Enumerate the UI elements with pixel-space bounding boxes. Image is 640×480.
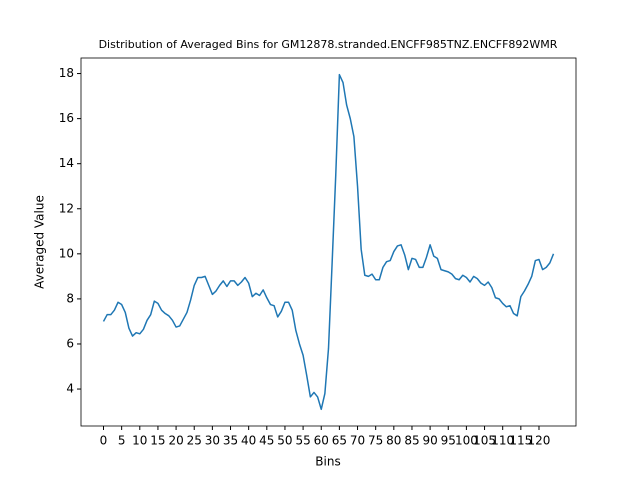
x-tick-label: 40	[241, 434, 256, 448]
x-tick-label: 110	[491, 434, 514, 448]
x-tick-label: 55	[295, 434, 310, 448]
x-tick-label: 60	[314, 434, 329, 448]
x-tick-label: 115	[509, 434, 532, 448]
y-tick-label: 10	[59, 246, 74, 260]
x-tick-label: 50	[277, 434, 292, 448]
x-tick-label: 105	[473, 434, 496, 448]
x-tick-label: 10	[132, 434, 147, 448]
x-tick-label: 65	[332, 434, 347, 448]
x-axis-label: Bins	[315, 455, 340, 469]
x-tick-label: 80	[386, 434, 401, 448]
x-tick-label: 45	[259, 434, 274, 448]
x-tick-label: 5	[118, 434, 126, 448]
x-tick-label: 120	[528, 434, 551, 448]
x-tick-label: 15	[150, 434, 165, 448]
y-tick-label: 12	[59, 201, 74, 215]
x-tick-label: 0	[100, 434, 108, 448]
x-tick-label: 25	[187, 434, 202, 448]
x-tick-label: 20	[168, 434, 183, 448]
y-tick-label: 4	[66, 382, 74, 396]
x-tick-label: 90	[422, 434, 437, 448]
y-tick-label: 16	[59, 111, 74, 125]
y-tick-label: 18	[59, 66, 74, 80]
x-tick-label: 85	[404, 434, 419, 448]
x-tick-label: 100	[455, 434, 478, 448]
x-tick-label: 30	[205, 434, 220, 448]
y-tick-label: 14	[59, 156, 74, 170]
data-line	[102, 73, 555, 411]
x-tick-label: 75	[368, 434, 383, 448]
chart-title: Distribution of Averaged Bins for GM1287…	[99, 38, 558, 51]
y-tick-label: 6	[66, 336, 74, 350]
y-tick-label: 8	[66, 291, 74, 305]
y-axis-label: Averaged Value	[33, 195, 47, 289]
x-tick-label: 70	[350, 434, 365, 448]
x-tick-label: 95	[441, 434, 456, 448]
plot-frame	[80, 57, 577, 427]
x-tick-label: 35	[223, 434, 238, 448]
